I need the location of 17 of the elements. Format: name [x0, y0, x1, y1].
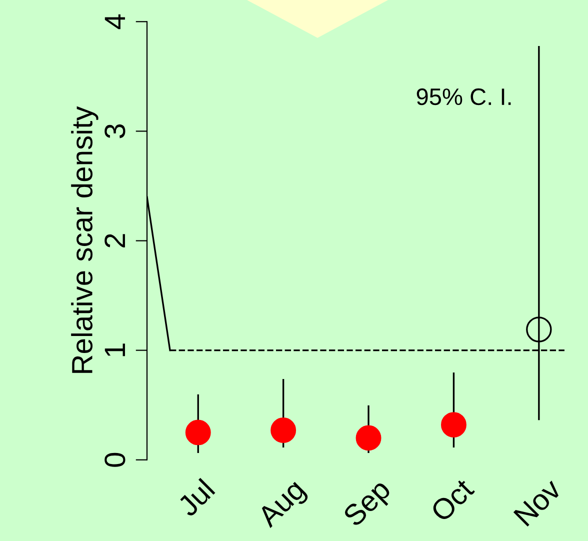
point [185, 420, 211, 446]
x-tick-label: Sep [342, 478, 396, 532]
x-tick-label: Jul [176, 478, 216, 518]
y-axis-title: Relative scar density [71, 106, 98, 373]
y-tick-label: 2 [104, 234, 125, 248]
y-tick-label: 3 [104, 124, 126, 138]
y-tick-label: 0 [104, 452, 126, 467]
point [270, 418, 296, 443]
x-tick-label: Oct [430, 477, 476, 523]
point [440, 412, 466, 438]
x-tick-label: Aug [256, 478, 310, 532]
point [526, 316, 552, 342]
annotation: 95% C. I. [416, 88, 511, 106]
x-tick-label: Nov [513, 477, 563, 527]
y-tick-label: 4 [104, 14, 125, 30]
y-tick-label: 1 [104, 344, 125, 356]
point [356, 425, 382, 451]
